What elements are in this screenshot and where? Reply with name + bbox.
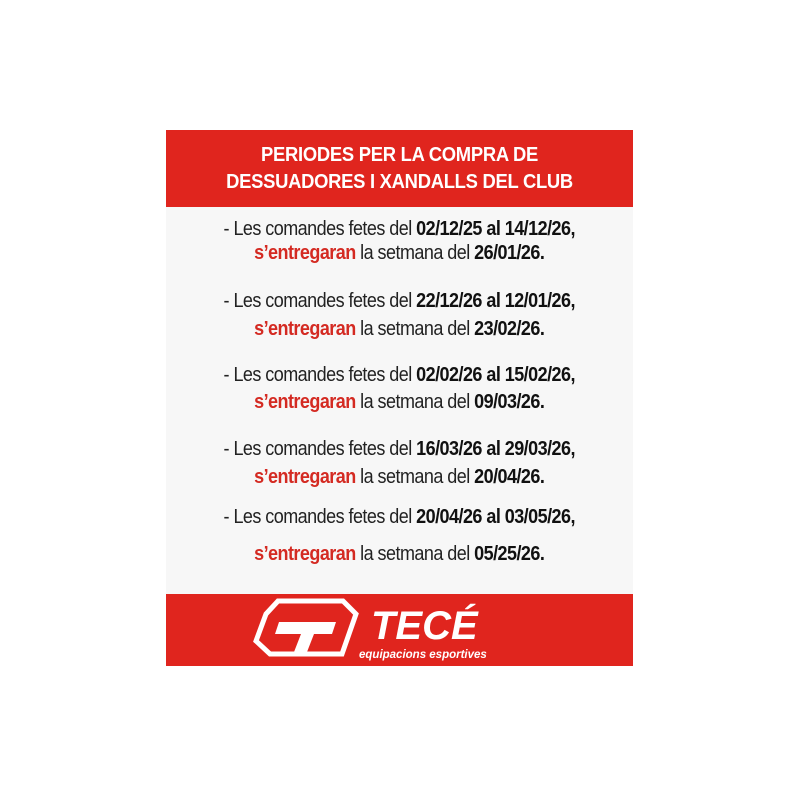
period-prefix: - Les comandes fetes del: [223, 290, 417, 312]
brand-name: TECÉ: [371, 603, 479, 648]
period-range: 22/12/26 al 12/01/26,: [416, 290, 576, 312]
brand-tagline: equipacions esportives: [359, 649, 487, 661]
title-line-2: DESSUADORES I XANDALLS DEL CLUB: [226, 170, 573, 193]
period-2-delivery: s’entregaran la setmana del 23/02/26.: [166, 318, 633, 341]
period-5-delivery: s’entregaran la setmana del 05/25/26.: [166, 543, 633, 566]
tece-logo: TECÉ equipacions esportives: [253, 598, 487, 661]
period-prefix: - Les comandes fetes del: [223, 218, 417, 240]
delivery-date: 05/25/26.: [474, 543, 545, 565]
delivery-mid: la setmana del: [355, 543, 475, 565]
period-range: 02/12/25 al 14/12/26,: [416, 218, 576, 240]
period-range: 16/03/26 al 29/03/26,: [416, 438, 576, 460]
period-4-delivery: s’entregaran la setmana del 20/04/26.: [166, 466, 633, 489]
period-1-delivery: s’entregaran la setmana del 26/01/26.: [166, 242, 633, 265]
info-card: PERIODES PER LA COMPRA DE DESSUADORES I …: [166, 130, 633, 666]
delivery-mid: la setmana del: [355, 318, 475, 340]
delivery-date: 26/01/26.: [474, 242, 545, 264]
period-prefix: - Les comandes fetes del: [223, 506, 417, 528]
period-range: 20/04/26 al 03/05/26,: [416, 506, 576, 528]
delivery-date: 23/02/26.: [474, 318, 545, 340]
period-prefix: - Les comandes fetes del: [223, 364, 417, 386]
period-3-dates: - Les comandes fetes del 02/02/26 al 15/…: [166, 364, 633, 387]
brand-footer: TECÉ equipacions esportives: [166, 594, 633, 666]
delivery-date: 09/03/26.: [474, 391, 545, 413]
delivery-verb: s’entregaran: [254, 391, 356, 413]
delivery-mid: la setmana del: [355, 466, 475, 488]
delivery-mid: la setmana del: [355, 242, 475, 264]
period-4-dates: - Les comandes fetes del 16/03/26 al 29/…: [166, 438, 633, 461]
period-5-dates: - Les comandes fetes del 20/04/26 al 03/…: [166, 506, 633, 529]
header-banner: PERIODES PER LA COMPRA DE DESSUADORES I …: [166, 130, 633, 207]
period-3-delivery: s’entregaran la setmana del 09/03/26.: [166, 391, 633, 414]
period-2-dates: - Les comandes fetes del 22/12/26 al 12/…: [166, 290, 633, 313]
period-prefix: - Les comandes fetes del: [223, 438, 417, 460]
delivery-mid: la setmana del: [355, 391, 475, 413]
delivery-verb: s’entregaran: [254, 318, 356, 340]
delivery-date: 20/04/26.: [474, 466, 545, 488]
period-range: 02/02/26 al 15/02/26,: [416, 364, 576, 386]
delivery-verb: s’entregaran: [254, 242, 356, 264]
period-1-dates: - Les comandes fetes del 02/12/25 al 14/…: [166, 218, 633, 241]
title-line-1: PERIODES PER LA COMPRA DE: [261, 143, 538, 166]
delivery-verb: s’entregaran: [254, 543, 356, 565]
delivery-verb: s’entregaran: [254, 466, 356, 488]
